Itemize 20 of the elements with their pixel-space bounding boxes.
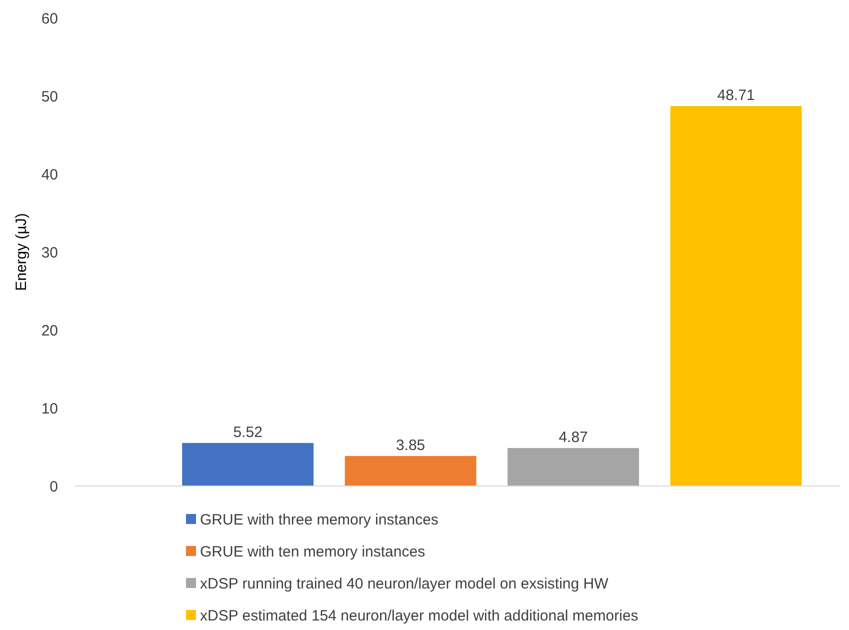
legend-label: xDSP estimated 154 neuron/layer model with additional memories <box>200 607 638 624</box>
bar <box>670 106 802 486</box>
legend-label: GRUE with three memory instances <box>200 511 438 528</box>
y-tick-label: 50 <box>41 88 58 106</box>
bar <box>344 456 476 486</box>
y-tick-label: 40 <box>41 166 58 184</box>
bar <box>182 442 314 486</box>
data-label: 4.87 <box>558 429 588 446</box>
y-tick-label: 10 <box>41 400 58 418</box>
y-tick-label: 20 <box>41 322 58 340</box>
data-label: 5.52 <box>233 424 262 441</box>
y-tick-label: 0 <box>50 478 58 496</box>
data-label: 3.85 <box>396 436 426 454</box>
legend-label: GRUE with ten memory instances <box>200 543 426 560</box>
y-tick-label: 60 <box>41 10 58 28</box>
legend-label: xDSP running trained 40 neuron/layer model on exsisting HW <box>200 575 610 592</box>
y-axis-title: Energy (µJ) <box>13 213 30 291</box>
bar <box>508 448 640 486</box>
y-tick-label: 30 <box>41 244 58 262</box>
data-label: 48.71 <box>717 87 755 104</box>
